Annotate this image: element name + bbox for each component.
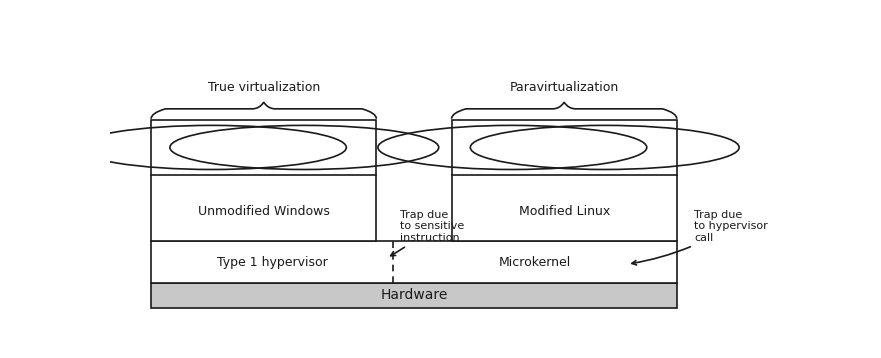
Text: True virtualization: True virtualization <box>208 81 320 94</box>
Text: Trap due
to sensitive
instruction: Trap due to sensitive instruction <box>390 210 464 256</box>
Text: Unmodified Windows: Unmodified Windows <box>198 205 329 218</box>
Bar <box>152 241 677 283</box>
Bar <box>152 120 376 241</box>
Text: Trap due
to hypervisor
call: Trap due to hypervisor call <box>632 210 767 265</box>
Text: Microkernel: Microkernel <box>499 256 571 268</box>
Text: Hardware: Hardware <box>381 288 448 302</box>
Bar <box>152 283 677 308</box>
Text: Type 1 hypervisor: Type 1 hypervisor <box>217 256 328 268</box>
Text: Paravirtualization: Paravirtualization <box>509 81 618 94</box>
Text: Modified Linux: Modified Linux <box>519 205 610 218</box>
Bar <box>451 120 677 241</box>
